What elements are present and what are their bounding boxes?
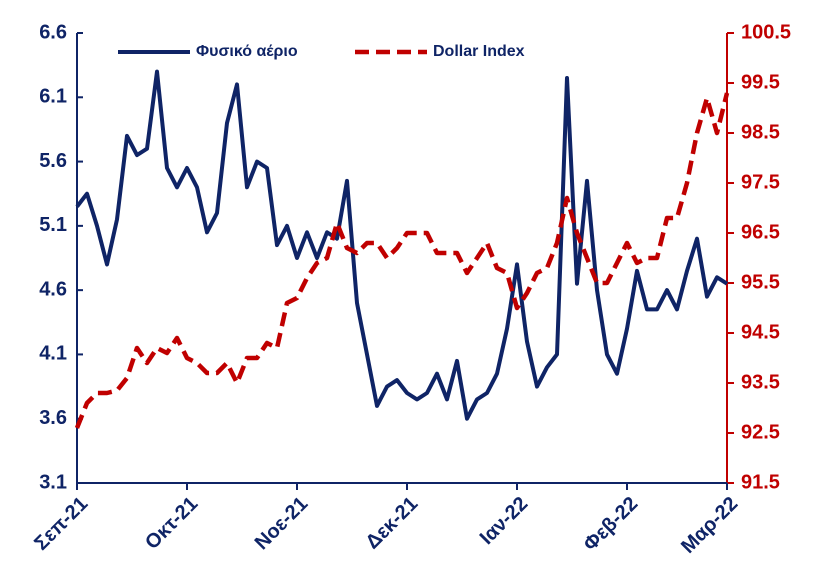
y2-tick-label: 100.5	[741, 21, 791, 43]
legend-label: Φυσικό αέριο	[196, 43, 298, 60]
x-tick-label: Ιαν-22	[476, 493, 532, 549]
x-tick-label: Νοε-21	[251, 493, 313, 555]
y2-tick-label: 94.5	[741, 321, 780, 343]
x-tick-label: Δεκ-21	[362, 493, 423, 554]
y-tick-label: 3.6	[39, 407, 67, 429]
series-line	[75, 69, 729, 421]
y-tick-label: 4.1	[39, 343, 67, 365]
y2-tick-label: 99.5	[741, 71, 780, 93]
y-tick-label: 6.1	[39, 86, 67, 108]
legend-label: Dollar Index	[433, 43, 525, 60]
x-tick-label: Μαρ-22	[677, 493, 742, 558]
y2-tick-label: 92.5	[741, 421, 780, 443]
y-tick-label: 5.1	[39, 214, 67, 236]
series-line	[74, 92, 730, 429]
y2-tick-label: 91.5	[741, 471, 780, 493]
y2-tick-label: 95.5	[741, 271, 780, 293]
y-tick-label: 6.6	[39, 21, 67, 43]
y2-tick-label: 93.5	[741, 371, 780, 393]
y-tick-label: 4.6	[39, 278, 67, 300]
x-tick-label: Φεβ-22	[579, 493, 642, 556]
y2-tick-label: 98.5	[741, 121, 780, 143]
y2-tick-label: 97.5	[741, 171, 780, 193]
x-tick-label: Οκτ-21	[141, 493, 202, 554]
x-tick-label: Σεπ-21	[30, 493, 92, 555]
y2-tick-label: 96.5	[741, 221, 780, 243]
y-tick-label: 5.6	[39, 150, 67, 172]
y-tick-label: 3.1	[39, 471, 67, 493]
